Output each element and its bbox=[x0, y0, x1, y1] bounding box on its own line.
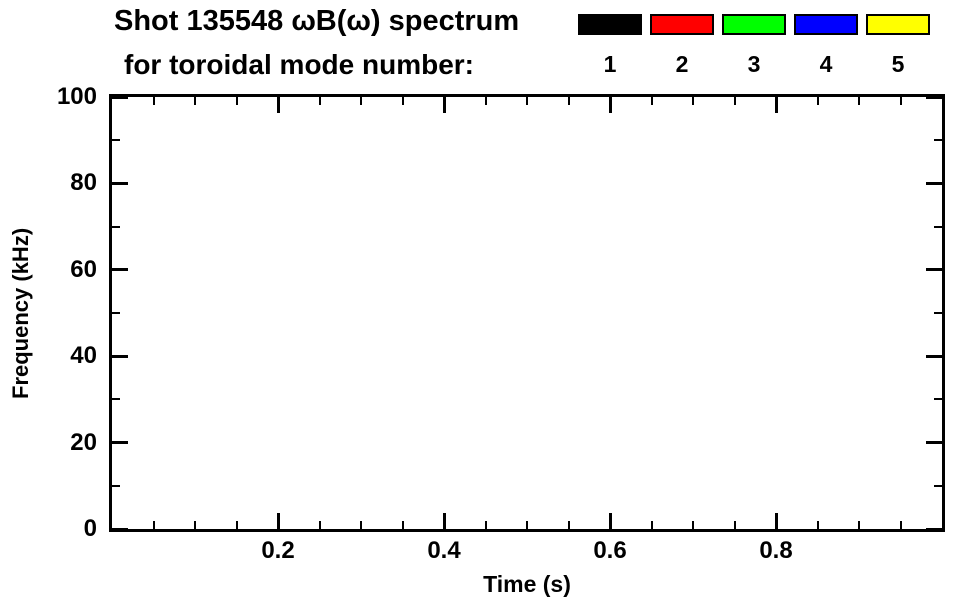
x-minor-tick-bottom bbox=[650, 521, 653, 529]
y-tick-label-20: 20 bbox=[70, 428, 97, 456]
x-minor-tick-bottom bbox=[692, 521, 694, 529]
legend-swatch-mode-2 bbox=[650, 14, 714, 35]
x-tick-top-0.8 bbox=[774, 97, 778, 113]
x-minor-tick-bottom bbox=[816, 521, 819, 529]
y-tick-label-100: 100 bbox=[56, 83, 97, 110]
figure-title: Shot 135548 ωB(ω) spectrum bbox=[114, 5, 520, 37]
y-tick-left-20 bbox=[112, 441, 128, 445]
x-minor-tick-top bbox=[567, 97, 570, 105]
x-minor-tick-bottom bbox=[567, 521, 570, 529]
y-tick-label-60: 60 bbox=[70, 255, 97, 283]
y-tick-left-80 bbox=[112, 181, 128, 185]
x-tick-top-0.6 bbox=[608, 97, 612, 113]
y-tick-label-80: 80 bbox=[70, 169, 97, 197]
x-minor-tick-bottom bbox=[235, 521, 238, 529]
y-tick-left-100 bbox=[112, 95, 128, 99]
x-minor-tick-bottom bbox=[401, 521, 404, 529]
legend-label-mode-4: 4 bbox=[819, 51, 833, 77]
figure-subtitle: for toroidal mode number: bbox=[124, 49, 474, 80]
y-tick-right-80 bbox=[926, 181, 942, 185]
x-minor-tick-bottom bbox=[152, 521, 155, 529]
x-tick-top-0.4 bbox=[442, 97, 446, 113]
legend-swatch-mode-3 bbox=[722, 14, 786, 35]
y-tick-left-40 bbox=[112, 354, 128, 358]
x-tick-bottom-0.6 bbox=[608, 513, 612, 529]
x-tick-top-0.2 bbox=[276, 97, 280, 113]
legend-label-mode-1: 1 bbox=[603, 51, 617, 77]
y-axis-label: Frequency (kHz) bbox=[8, 227, 33, 399]
x-tick-label-0.6: 0.6 bbox=[593, 537, 627, 564]
y-minor-tick-left bbox=[112, 225, 120, 228]
x-minor-tick-top bbox=[733, 97, 736, 105]
y-tick-right-100 bbox=[926, 95, 942, 99]
x-minor-tick-top bbox=[692, 97, 694, 105]
y-tick-right-60 bbox=[926, 268, 942, 272]
x-minor-tick-top bbox=[816, 97, 819, 105]
y-minor-tick-left bbox=[112, 312, 120, 314]
x-tick-bottom-0.2 bbox=[276, 513, 280, 529]
y-minor-tick-right bbox=[934, 398, 942, 401]
x-minor-tick-top bbox=[650, 97, 653, 105]
y-tick-left-60 bbox=[112, 268, 128, 272]
y-tick-right-20 bbox=[926, 441, 942, 445]
y-minor-tick-left bbox=[112, 484, 120, 487]
legend-swatch-mode-1 bbox=[578, 14, 642, 35]
x-minor-tick-bottom bbox=[733, 521, 736, 529]
legend-label-mode-5: 5 bbox=[891, 51, 905, 77]
y-minor-tick-right bbox=[934, 139, 942, 142]
x-minor-tick-top bbox=[152, 97, 155, 105]
legend-label-mode-3: 3 bbox=[747, 51, 761, 77]
x-minor-tick-top bbox=[194, 97, 196, 105]
y-tick-label-0: 0 bbox=[83, 515, 97, 542]
x-minor-tick-top bbox=[526, 97, 528, 105]
y-tick-right-40 bbox=[926, 354, 942, 358]
x-tick-bottom-0.8 bbox=[774, 513, 778, 529]
x-minor-tick-top bbox=[484, 97, 487, 105]
x-minor-tick-bottom bbox=[194, 521, 196, 529]
x-tick-label-0.4: 0.4 bbox=[427, 537, 461, 564]
x-minor-tick-top bbox=[401, 97, 404, 105]
x-minor-tick-bottom bbox=[360, 521, 362, 529]
legend-swatch-mode-5 bbox=[866, 14, 930, 35]
x-minor-tick-bottom bbox=[858, 521, 860, 529]
x-minor-tick-bottom bbox=[526, 521, 528, 529]
x-minor-tick-top bbox=[360, 97, 362, 105]
plot-area bbox=[109, 94, 945, 532]
y-minor-tick-right bbox=[934, 225, 942, 228]
x-tick-label-0.8: 0.8 bbox=[759, 537, 793, 564]
x-tick-bottom-0.4 bbox=[442, 513, 446, 529]
legend-swatch-mode-4 bbox=[794, 14, 858, 35]
y-minor-tick-right bbox=[934, 484, 942, 487]
y-tick-right-0 bbox=[926, 527, 942, 531]
x-minor-tick-top bbox=[899, 97, 902, 105]
x-minor-tick-top bbox=[858, 97, 860, 105]
x-axis-label: Time (s) bbox=[483, 571, 571, 597]
x-minor-tick-top bbox=[318, 97, 321, 105]
y-minor-tick-left bbox=[112, 398, 120, 401]
legend-label-mode-2: 2 bbox=[675, 51, 689, 77]
x-minor-tick-top bbox=[235, 97, 238, 105]
y-minor-tick-left bbox=[112, 139, 120, 142]
x-minor-tick-bottom bbox=[318, 521, 321, 529]
x-minor-tick-bottom bbox=[484, 521, 487, 529]
x-minor-tick-bottom bbox=[899, 521, 902, 529]
y-minor-tick-right bbox=[934, 312, 942, 314]
y-tick-label-40: 40 bbox=[70, 342, 97, 370]
y-tick-left-0 bbox=[112, 527, 128, 531]
x-tick-label-0.2: 0.2 bbox=[261, 537, 295, 564]
